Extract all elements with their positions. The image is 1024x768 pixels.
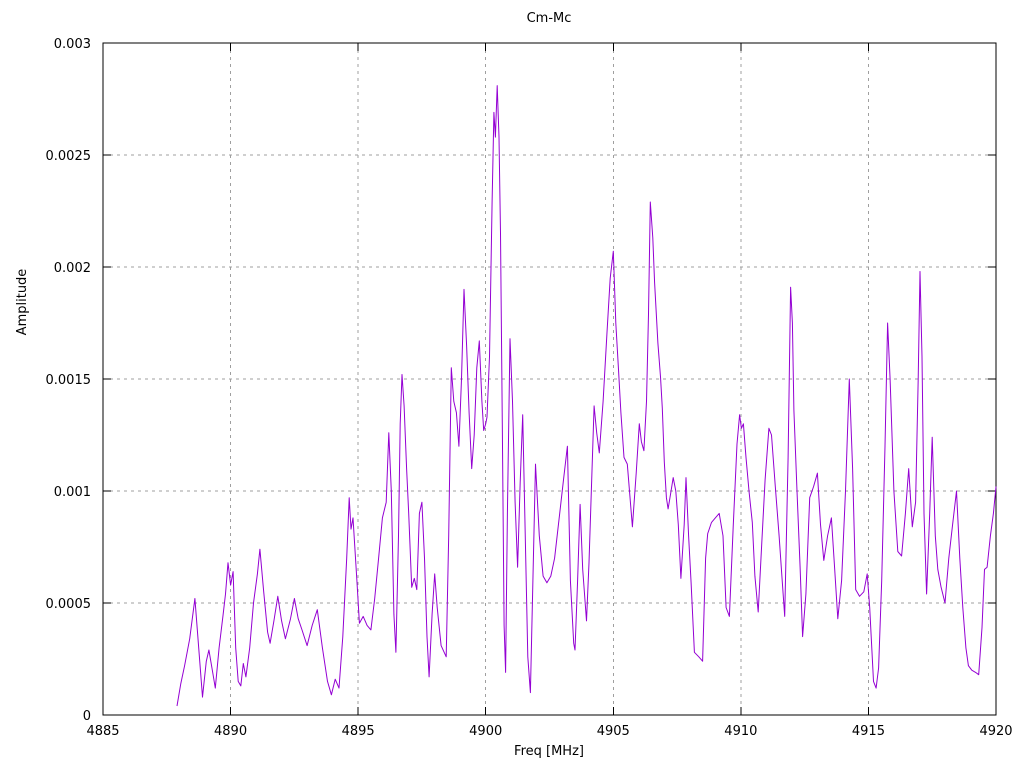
y-tick-label: 0.002: [54, 261, 91, 276]
x-tick-label: 4900: [469, 724, 502, 739]
y-tick-label: 0.001: [54, 485, 91, 500]
y-tick-label: 0: [83, 709, 91, 724]
x-tick-label: 4895: [342, 724, 375, 739]
y-tick-label: 0.003: [54, 37, 91, 52]
x-tick-label: 4910: [724, 724, 757, 739]
x-tick-label: 4885: [86, 724, 119, 739]
x-tick-label: 4890: [214, 724, 247, 739]
gridlines: [103, 43, 996, 715]
chart-title: Cm-Mc: [527, 11, 572, 26]
x-tick-labels: 4885 4890 4895 4900 4905 4910 4915 4920: [86, 724, 1012, 739]
y-tick-label: 0.0025: [46, 149, 92, 164]
x-axis-label: Freq [MHz]: [514, 744, 584, 759]
x-tick-label: 4920: [979, 724, 1012, 739]
tick-marks: [102, 42, 997, 716]
data-line: [176, 85, 997, 707]
y-axis-label: Amplitude: [15, 269, 30, 336]
y-tick-label: 0.0005: [46, 597, 92, 612]
x-tick-label: 4905: [597, 724, 630, 739]
y-tick-labels: 0 0.0005 0.001 0.0015 0.002 0.0025 0.003: [46, 37, 92, 724]
x-tick-label: 4915: [852, 724, 885, 739]
y-tick-label: 0.0015: [46, 373, 92, 388]
